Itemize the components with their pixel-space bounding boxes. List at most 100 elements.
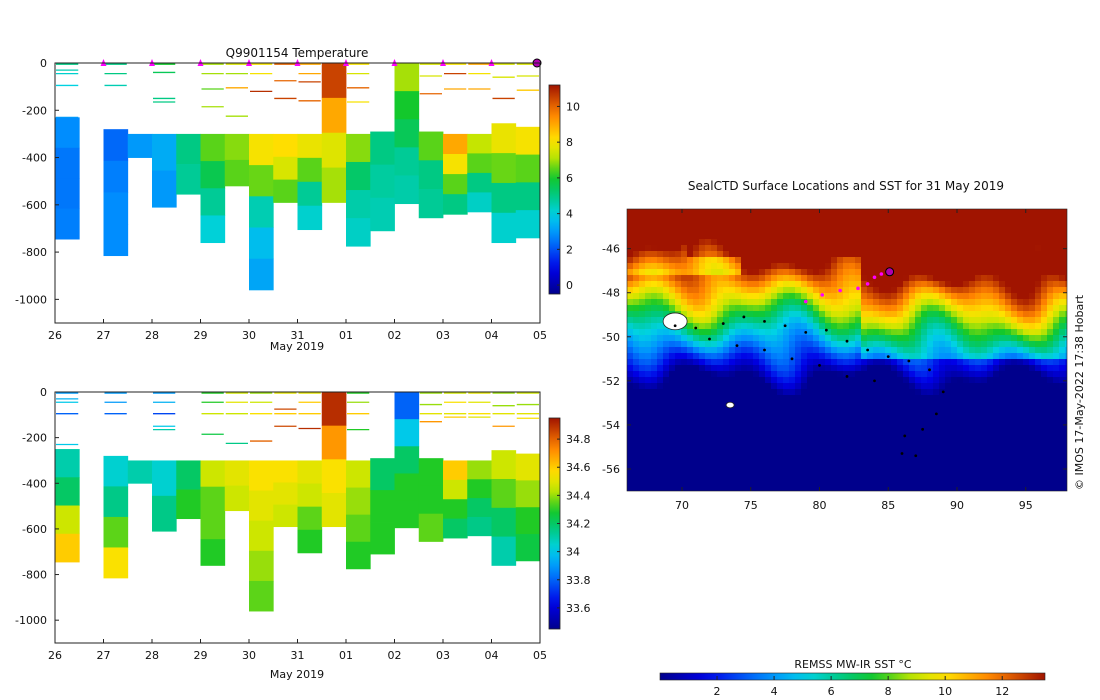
sst-cell-1922 [1059,359,1066,366]
sst-cell-190 [879,221,886,228]
sst-cell-830 [723,275,730,282]
sst-cell-746 [663,269,670,276]
sst-cell-745 [657,269,664,276]
sst-cell-3292 [843,473,850,480]
sst-cell-2583 [1029,413,1036,420]
sst-cell-2825 [705,437,712,444]
profile-cell-18-2 [515,182,540,211]
sst-cell-2688 [771,425,778,432]
sst-cell-276 [951,227,958,234]
sst-cell-802 [999,269,1006,276]
sst-cell-3236 [951,467,958,474]
sst-cell-858 [891,275,898,282]
sst-cell-3047 [705,455,712,462]
sst-cell-2926 [867,443,874,450]
sst-cell-929 [873,281,880,288]
sst-cell-1994 [1047,365,1054,372]
sst-cell-136 [999,215,1006,222]
sst-cell-97 [765,215,772,222]
sst-cell-2653 [1005,419,1012,426]
sst-cell-3051 [729,455,736,462]
sst-cell-1260 [639,311,646,318]
sst-cell-2968 [675,449,682,456]
sst-cell-643 [933,257,940,264]
sst-cell-618 [783,257,790,264]
sst-cell-652 [987,257,994,264]
sst-cell-1401 [1041,317,1048,324]
sst-cell-1017 [957,287,964,294]
sst-cell-2759 [753,431,760,438]
sst-cell-150 [639,221,646,228]
sst-cell-2838 [783,437,790,444]
sst-cell-2137 [1017,377,1024,384]
sst-cell-1650 [759,341,766,348]
sst-cell-208 [987,221,994,228]
sst-cell-1780 [651,353,658,360]
sst-cell-712 [903,263,910,270]
sst-cell-1325 [1029,311,1036,318]
sst-cell-3351 [753,479,760,486]
sst-cell-2453 [693,407,700,414]
sst-cell-2861 [921,437,928,444]
sst-cell-1156 [903,299,910,306]
sst-cell-3258 [639,473,646,480]
sst-cell-2139 [1029,377,1036,384]
sst-cell-2713 [921,425,928,432]
sst-cell-3157 [921,461,928,468]
sst-cell-3294 [855,473,862,480]
sst-cell-3231 [921,467,928,474]
sst-cell-1034 [1059,287,1066,294]
sst-cell-718 [939,263,946,270]
sst-cell-2252 [819,389,826,396]
sst-cell-245 [765,227,772,234]
sst-cell-483 [861,245,868,252]
profile-cell-0-2 [55,505,80,535]
sst-cell-3403 [1065,479,1067,486]
sst-cell-3342 [699,479,706,486]
sst-cell-2722 [975,425,982,432]
sst-cell-1917 [1029,359,1036,366]
sst-cell-356 [987,233,994,240]
colorbar-tick-label: 33.6 [566,602,591,615]
sst-cell-2122 [927,377,934,384]
sst-cell-1371 [861,317,868,324]
sst-cell-801 [993,269,1000,276]
profile-cell-11-2 [346,190,371,219]
sst-cell-1916 [1023,359,1030,366]
sst-cell-2945 [981,443,988,450]
sst-cell-971 [681,287,688,294]
sst-cell-1039 [645,293,652,300]
current-track-point-6 [879,272,884,276]
sst-cell-1291 [825,311,832,318]
sst-cell-1053 [729,293,736,300]
sst-cell-1712 [687,347,694,354]
sst-cell-2738 [627,431,634,438]
sst-cell-1314 [963,311,970,318]
sst-cell-242 [747,227,754,234]
sst-cell-3257 [633,473,640,480]
sst-cell-2300 [663,395,670,402]
past-track-point-13 [941,390,945,394]
sst-cell-262 [867,227,874,234]
sst-cell-1584 [807,335,814,342]
sst-cell-1295 [849,311,856,318]
sst-cell-1694 [1023,341,1030,348]
map-frame [626,208,1068,492]
sst-cell-1137 [789,299,796,306]
sst-cell-998 [843,287,850,294]
sst-cell-985 [765,287,772,294]
sst-cell-3267 [693,473,700,480]
sst-cell-2870 [975,437,982,444]
sst-cell-2440 [1059,401,1066,408]
sst-cell-2501 [981,407,988,414]
sst-cell-2965 [657,449,664,456]
sst-cell-1296 [855,311,862,318]
sst-cell-3346 [723,479,730,486]
sst-cell-127 [945,215,952,222]
sst-cell-3352 [759,479,766,486]
sst-cell-1590 [843,335,850,342]
sst-cell-192 [891,221,898,228]
sst-cell-1746 [891,347,898,354]
sst-cell-27 [789,209,796,216]
profile-cell-11-2 [346,514,371,543]
